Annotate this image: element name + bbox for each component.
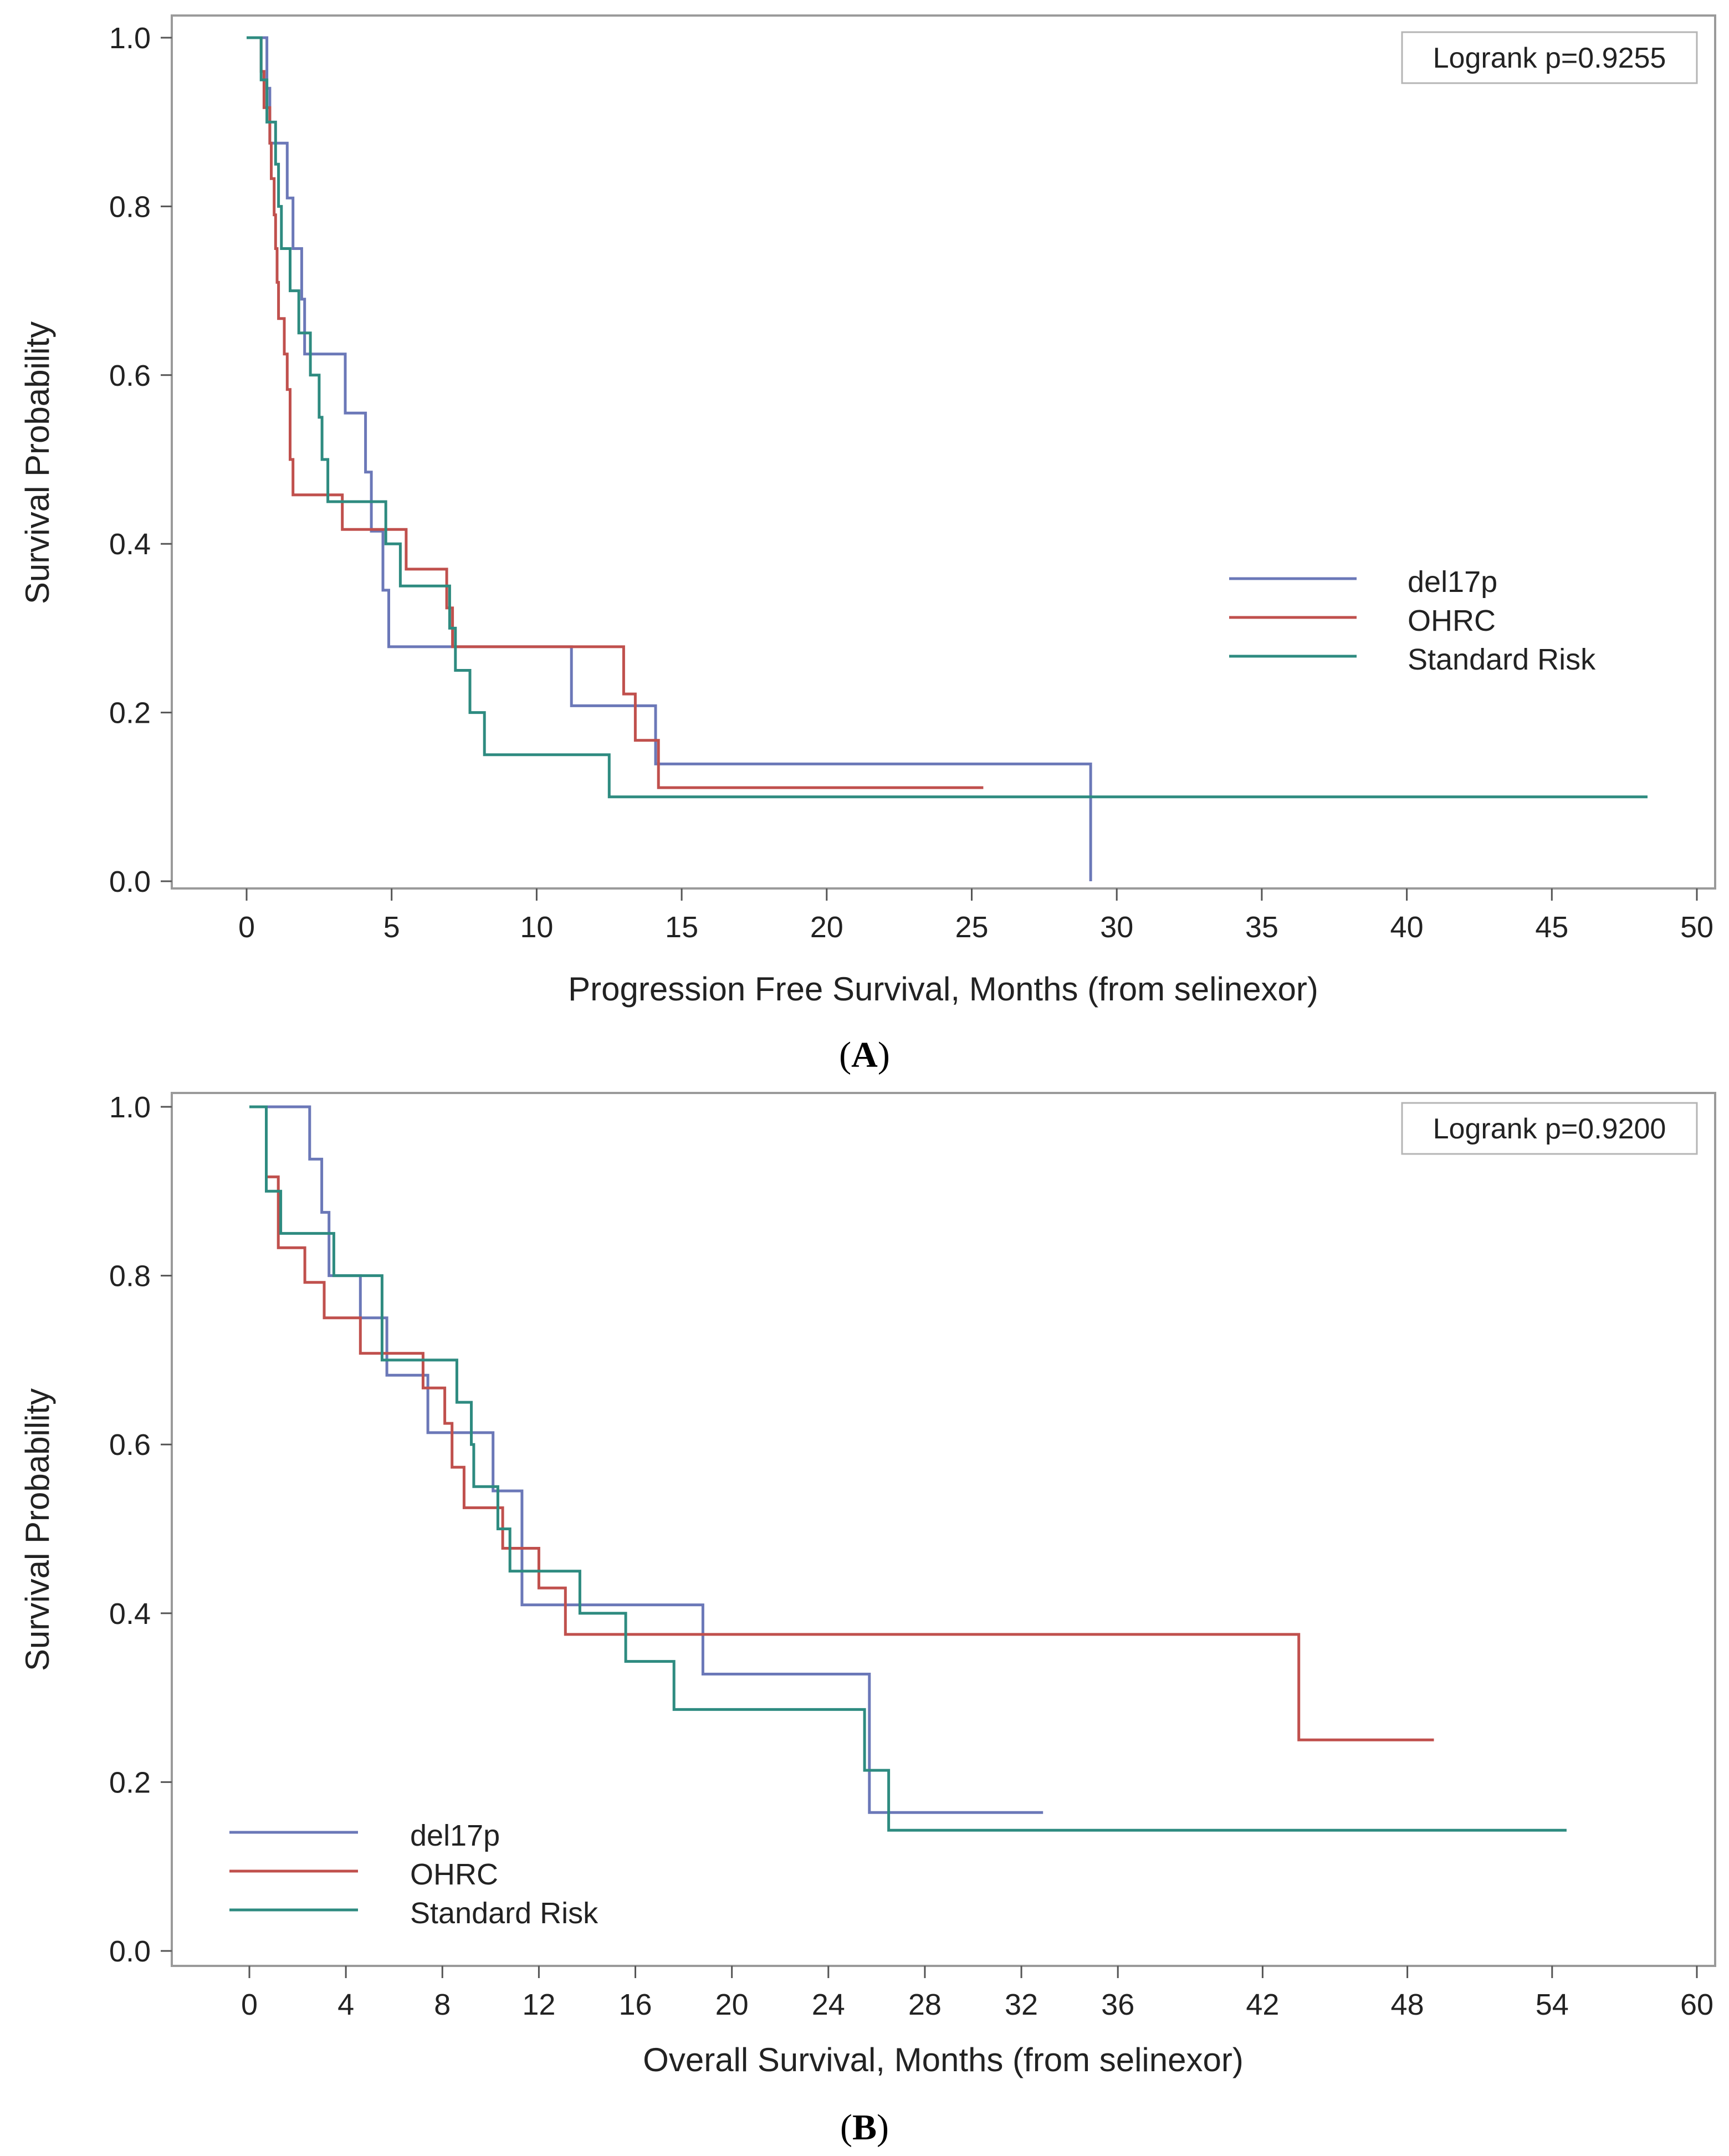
legend-label-ohrc-a: OHRC — [1408, 604, 1496, 637]
y-tick-label: 0.2 — [109, 1766, 151, 1799]
x-tick-label: 48 — [1391, 1988, 1424, 2021]
km-curve-standard-risk-b — [249, 1105, 1567, 1832]
axis-ticks-b: 0 4 8 12 16 20 24 28 32 36 42 48 54 600.00.20.40.60.8… — [109, 1091, 1713, 2021]
x-tick-label: 32 — [1005, 1988, 1038, 2021]
y-tick-label: 0.8 — [109, 190, 151, 223]
x-tick-label: 16 — [618, 1988, 652, 2021]
x-tick-label: 42 — [1246, 1988, 1279, 2021]
panel-label-b: (B) — [840, 2107, 889, 2148]
legend-label-standard-a: Standard Risk — [1408, 643, 1596, 676]
plot-frame-b — [171, 1092, 1716, 1967]
km-curve-del17p-b — [249, 1105, 1043, 1814]
x-tick-label: 36 — [1101, 1988, 1134, 2021]
y-tick-label: 0.6 — [109, 1428, 151, 1462]
y-axis-label-b: Survival Probability — [19, 1388, 56, 1671]
panel-label-a: (A) — [839, 1035, 890, 1075]
x-tick-label: 0 — [241, 1988, 258, 2021]
km-curve-standard-risk-a — [247, 36, 1648, 799]
x-tick-label: 30 — [1100, 911, 1133, 944]
x-tick-label: 50 — [1680, 911, 1713, 944]
y-tick-label: 0.4 — [109, 528, 151, 561]
km-curve-ohrc-b — [249, 1105, 1434, 1741]
km-curve-ohrc-a — [247, 36, 984, 789]
survival-curves-a — [247, 36, 1648, 881]
plot-frame-a — [171, 14, 1716, 890]
x-tick-label: 54 — [1536, 1988, 1569, 2021]
legend-b: del17p OHRC Standard Risk — [229, 1819, 598, 1930]
y-tick-label: 1.0 — [109, 1091, 151, 1124]
x-tick-label: 28 — [908, 1988, 942, 2021]
logrank-box-a: Logrank p=0.9255 — [1401, 31, 1698, 84]
x-tick-label: 10 — [520, 911, 553, 944]
x-tick-label: 8 — [434, 1988, 451, 2021]
y-tick-label: 0.2 — [109, 697, 151, 730]
y-tick-label: 0.0 — [109, 865, 151, 898]
x-tick-label: 0 — [238, 911, 255, 944]
legend-label-del17p-a: del17p — [1408, 565, 1497, 599]
y-tick-label: 0.0 — [109, 1935, 151, 1968]
x-tick-label: 40 — [1390, 911, 1424, 944]
x-tick-label: 5 — [383, 911, 400, 944]
x-tick-label: 15 — [665, 911, 698, 944]
x-axis-label-a: Progression Free Survival, Months (from … — [568, 970, 1318, 1008]
y-tick-label: 1.0 — [109, 22, 151, 55]
legend-label-standard-b: Standard Risk — [410, 1897, 598, 1930]
x-tick-label: 45 — [1535, 911, 1568, 944]
x-tick-label: 12 — [522, 1988, 555, 2021]
logrank-box-b: Logrank p=0.9200 — [1401, 1102, 1698, 1155]
legend-label-ohrc-b: OHRC — [410, 1858, 498, 1891]
x-tick-label: 20 — [810, 911, 843, 944]
x-tick-label: 25 — [955, 911, 988, 944]
logrank-text-b: Logrank p=0.9200 — [1433, 1113, 1666, 1145]
x-tick-label: 20 — [715, 1988, 749, 2021]
km-curve-del17p-a — [247, 36, 1092, 881]
x-tick-label: 4 — [337, 1988, 354, 2021]
y-tick-label: 0.6 — [109, 359, 151, 392]
axis-ticks-a: 0 5 10 15 20 25 30 35 40 45 50 0.0 0.2 0.4 0.6 0.8 1.0 — [109, 22, 1713, 944]
x-axis-label-b: Overall Survival, Months (from selinexor… — [643, 2041, 1244, 2078]
survival-curves-b — [249, 1105, 1567, 1832]
y-axis-label-a: Survival Probability — [19, 321, 56, 604]
legend-a: del17p OHRC Standard Risk — [1229, 565, 1596, 676]
y-tick-label: 0.4 — [109, 1597, 151, 1631]
x-tick-label: 24 — [812, 1988, 845, 2021]
y-tick-label: 0.8 — [109, 1260, 151, 1293]
panel-b: 0 4 8 12 16 20 24 28 32 36 42 48 54 600.00.20.40.60.8… — [19, 1091, 1716, 2148]
legend-label-del17p-b: del17p — [410, 1819, 500, 1852]
panel-a: 0 5 10 15 20 25 30 35 40 45 50 0.0 0.2 0.4 0.6 0.8 1.0 L… — [19, 14, 1716, 1075]
logrank-text-a: Logrank p=0.9255 — [1433, 42, 1666, 74]
x-tick-label: 60 — [1680, 1988, 1713, 2021]
x-tick-label: 35 — [1245, 911, 1278, 944]
